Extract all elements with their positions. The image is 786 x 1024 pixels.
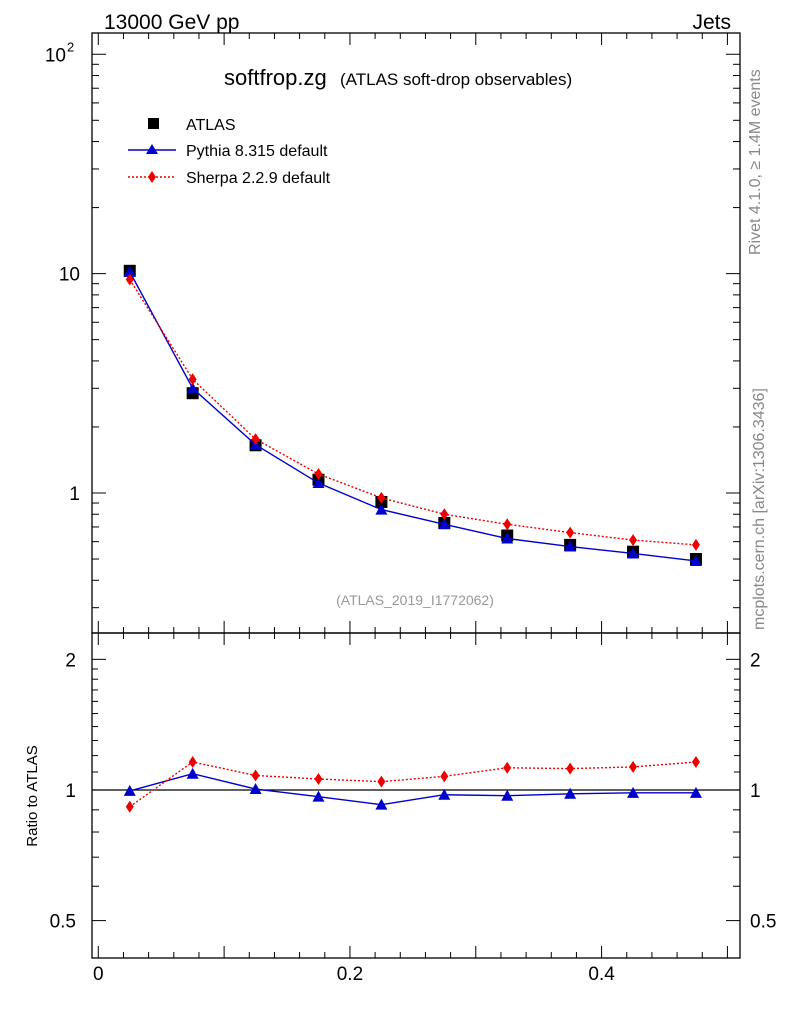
ratio-point-0-9 <box>689 786 702 798</box>
main-series-line-2 <box>129 279 697 546</box>
ratio-point-1-6 <box>503 761 512 774</box>
main-point-2-6 <box>503 518 512 531</box>
ratio-y-tick-label-right: 2 <box>750 650 761 671</box>
legend-atlas-marker <box>148 118 159 129</box>
process-label: Jets <box>692 11 731 34</box>
main-point-1-3 <box>312 477 325 489</box>
main-point-1-4 <box>375 503 388 515</box>
chart-title: softfrop.zg <box>224 65 327 90</box>
ratio-point-0-2 <box>249 783 262 795</box>
ratio-y-tick-label-right: 1 <box>750 781 761 802</box>
ratio-point-1-2 <box>251 769 260 782</box>
chart-subtitle: (ATLAS soft-drop observables) <box>340 70 572 89</box>
ratio-y-tick-label-left: 2 <box>65 650 76 671</box>
ratio-ylabel: Ratio to ATLAS <box>24 745 41 846</box>
ratio-point-1-4 <box>377 775 386 788</box>
main-point-2-5 <box>440 508 449 521</box>
legend-atlas-label: ATLAS <box>186 117 236 134</box>
legend: ATLAS Pythia 8.315 default Sherpa 2.2.9 … <box>128 117 331 187</box>
ratio-y-tick-label-left: 0.5 <box>50 912 76 933</box>
legend-pythia-label: Pythia 8.315 default <box>186 143 328 160</box>
main-point-2-4 <box>377 491 386 504</box>
ratio-point-1-8 <box>629 760 638 773</box>
ratio-point-0-5 <box>438 788 451 800</box>
y-tick-label: 10 <box>59 265 80 286</box>
main-point-1-0 <box>123 265 136 277</box>
ratio-series-line-0 <box>129 773 696 806</box>
ratio-plot-frame <box>91 632 741 959</box>
main-point-2-3 <box>314 468 323 481</box>
energy-label: 13000 GeV pp <box>104 11 239 34</box>
ratio-point-0-1 <box>186 767 199 779</box>
analysis-watermark: (ATLAS_2019_I1772062) <box>336 592 494 608</box>
main-point-2-8 <box>629 534 638 547</box>
legend-sherpa-marker <box>148 171 156 183</box>
ratio-y-tick-label-right: 0.5 <box>750 912 776 933</box>
ratio-point-1-1 <box>188 755 197 768</box>
main-point-1-1 <box>186 382 199 394</box>
ratio-point-0-6 <box>501 789 514 801</box>
ratio-point-1-9 <box>691 755 700 768</box>
y-tick-label: 10 <box>45 45 66 66</box>
ratio-point-0-4 <box>375 798 388 810</box>
x-tick-label: 0.4 <box>588 964 615 985</box>
ratio-point-0-8 <box>627 786 640 798</box>
mcplots-label: mcplots.cern.ch [arXiv:1306.3436] <box>751 388 768 630</box>
main-point-2-7 <box>566 526 575 539</box>
main-point-2-1 <box>188 373 197 386</box>
main-point-1-7 <box>564 540 577 552</box>
main-point-2-9 <box>691 538 700 551</box>
ratio-point-1-7 <box>566 762 575 775</box>
y-tick-label: 1 <box>69 484 80 505</box>
main-point-2-2 <box>251 433 260 446</box>
ratio-point-0-3 <box>312 790 325 802</box>
ratio-point-0-7 <box>564 787 577 799</box>
main-point-1-9 <box>689 554 702 566</box>
ratio-point-1-3 <box>314 772 323 785</box>
ratio-point-0-0 <box>123 784 136 796</box>
main-point-2-0 <box>125 273 134 286</box>
data-layer <box>123 264 702 813</box>
main-series-line-1 <box>129 271 697 562</box>
ratio-y-tick-label-left: 1 <box>65 781 76 802</box>
main-point-1-6 <box>501 532 514 544</box>
x-tick-label: 0.2 <box>337 964 363 985</box>
main-point-1-8 <box>627 547 640 559</box>
legend-pythia-marker <box>146 144 158 154</box>
ratio-point-1-0 <box>125 800 134 813</box>
x-tick-label: 0 <box>93 964 104 985</box>
ratio-point-1-5 <box>440 770 449 783</box>
ratio-series-line-1 <box>129 761 697 808</box>
legend-sherpa-label: Sherpa 2.2.9 default <box>186 170 331 187</box>
rivet-version-label: Rivet 4.1.0, ≥ 1.4M events <box>747 69 764 255</box>
y-tick-label-exponent: 2 <box>67 39 74 54</box>
main-point-1-5 <box>438 518 451 530</box>
